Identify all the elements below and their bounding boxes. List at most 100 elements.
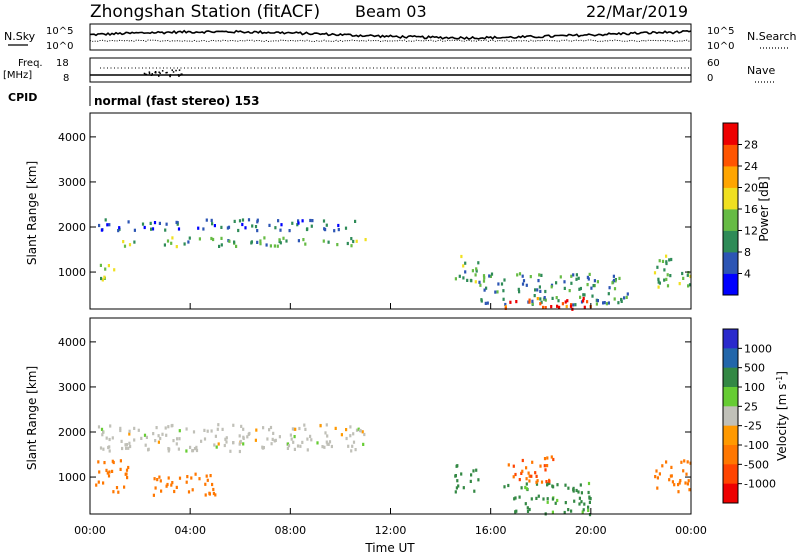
range-gate-cell: [472, 469, 475, 473]
range-gate-cell: [296, 444, 300, 448]
range-gate-cell: [152, 432, 155, 436]
range-gate-cell: [237, 228, 240, 233]
range-gate-cell: [290, 437, 293, 441]
nave-point: [150, 74, 153, 76]
range-gate-cell: [103, 275, 106, 279]
range-gate-cell: [475, 468, 478, 472]
range-gate-cell: [124, 443, 127, 447]
range-gate-cell: [277, 219, 280, 223]
range-gate-cell: [220, 243, 223, 247]
range-gate-cell: [265, 243, 268, 247]
range-gate-cell: [115, 486, 119, 490]
range-gate-cell: [490, 272, 494, 276]
range-gate-cell: [542, 305, 545, 309]
x-tick-label: 12:00: [375, 524, 407, 537]
range-gate-cell: [514, 472, 517, 477]
range-gate-cell: [212, 237, 215, 242]
range-gate-cell: [262, 426, 265, 430]
range-gate-cell: [250, 240, 253, 244]
range-gate-cell: [656, 486, 659, 490]
velocity-y-label: Slant Range [km]: [25, 366, 39, 470]
range-gate-cell: [489, 274, 492, 278]
range-gate-cell: [548, 479, 551, 484]
range-gate-cell: [276, 244, 279, 248]
range-gate-cell: [225, 436, 228, 440]
range-gate-cell: [321, 445, 324, 449]
range-gate-cell: [346, 241, 349, 246]
range-gate-cell: [108, 437, 111, 442]
range-gate-cell: [229, 449, 232, 453]
range-gate-cell: [677, 490, 680, 494]
range-gate-cell: [272, 431, 275, 435]
range-gate-cell: [580, 500, 583, 504]
range-gate-cell: [581, 510, 584, 514]
range-gate-cell: [657, 277, 660, 281]
power-colorbar-tick-label: 8: [744, 246, 751, 259]
range-gate-cell: [563, 510, 566, 515]
power-colorbar: 4 8 12 16 20 24 28 Power [dB]: [722, 122, 771, 296]
range-gate-cell: [512, 464, 515, 468]
range-gate-cell: [668, 478, 671, 482]
range-gate-cell: [457, 484, 460, 488]
range-gate-cell: [212, 491, 215, 496]
range-gate-cell: [106, 471, 109, 475]
velocity-colorbar-tick-label: -500: [744, 458, 769, 471]
range-gate-cell: [514, 496, 517, 500]
beam-label: Beam 03: [355, 2, 427, 21]
range-gate-cell: [466, 278, 469, 282]
range-gate-cell: [608, 286, 611, 290]
range-gate-cell: [287, 444, 291, 448]
range-gate-cell: [539, 302, 542, 306]
range-gate-cell: [502, 289, 505, 293]
range-gate-cell: [119, 459, 122, 463]
range-gate-cell: [587, 277, 590, 281]
range-gate-cell: [133, 426, 136, 430]
range-gate-cell: [256, 240, 259, 244]
range-gate-cell: [157, 434, 160, 438]
range-gate-cell: [107, 264, 110, 268]
range-gate-cell: [582, 508, 585, 512]
range-gate-cell: [240, 424, 243, 428]
range-gate-cell: [683, 459, 686, 463]
velocity-colorbar-tick-label: 25: [744, 400, 758, 413]
velocity-colorbar-swatch: [723, 425, 738, 446]
freq-label: Freq.: [18, 58, 43, 69]
range-gate-cell: [687, 271, 690, 275]
nave-tick-low: 0: [707, 73, 713, 84]
range-gate-cell: [306, 437, 309, 441]
range-gate-cell: [607, 301, 610, 305]
range-gate-cell: [552, 485, 555, 489]
range-gate-cell: [546, 497, 549, 501]
range-gate-cell: [520, 471, 523, 475]
range-gate-cell: [352, 239, 355, 244]
date-label: 22/Mar/2019: [586, 2, 688, 21]
range-gate-cell: [588, 513, 592, 517]
velocity-y-axis: 1000 2000 3000 4000: [58, 336, 691, 484]
range-gate-cell: [147, 448, 150, 452]
velocity-colorbar-tick-label: 1000: [744, 342, 772, 355]
range-gate-cell: [175, 485, 178, 489]
range-gate-cell: [602, 301, 605, 305]
range-gate-cell: [357, 427, 360, 431]
range-gate-cell: [518, 290, 521, 294]
range-gate-cell: [482, 279, 486, 283]
range-gate-cell: [133, 240, 136, 244]
range-gate-cell: [185, 449, 188, 453]
range-gate-cell: [121, 446, 124, 451]
range-gate-cell: [518, 478, 521, 482]
range-gate-cell: [137, 428, 140, 432]
range-gate-cell: [670, 257, 673, 262]
range-gate-cell: [302, 238, 305, 242]
range-gate-cell: [217, 442, 220, 446]
range-gate-cell: [150, 227, 153, 231]
range-gate-cell: [534, 288, 537, 292]
range-gate-cell: [322, 219, 326, 223]
power-colorbar-swatch: [723, 166, 738, 188]
range-gate-cell: [254, 438, 257, 442]
range-gate-cell: [251, 224, 254, 228]
range-gate-cell: [657, 280, 660, 284]
range-gate-cell: [500, 282, 504, 286]
range-gate-cell: [550, 285, 553, 289]
range-gate-cell: [475, 267, 478, 271]
range-gate-cell: [176, 222, 179, 226]
